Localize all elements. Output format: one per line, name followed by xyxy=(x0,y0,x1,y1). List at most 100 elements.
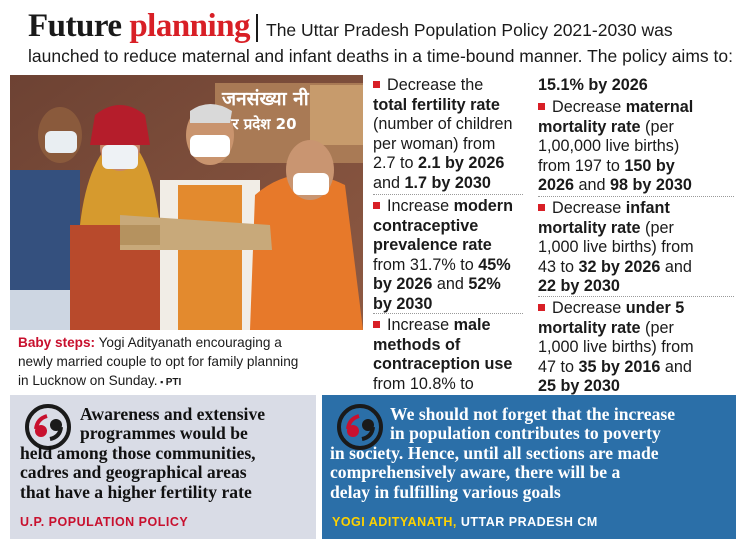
photo-credit: PTI xyxy=(165,377,182,388)
aim-highlight: 2.1 by 2026 xyxy=(418,154,505,172)
aim-text: Decrease the xyxy=(387,76,484,94)
square-bullet-icon xyxy=(538,103,545,110)
aim-highlight: 150 by xyxy=(624,156,675,175)
aim-text: 1,00,000 live births) xyxy=(538,137,680,155)
aim-infant: Decrease infant mortality rate (per 1,00… xyxy=(538,199,694,297)
aim-text: from 31.7% to xyxy=(373,255,479,274)
quote-line: delay in fulfilling various goals xyxy=(330,481,561,502)
quote-line: comprehensively aware, there will be a xyxy=(330,462,621,483)
caption-text-2: newly married couple to opt for family p… xyxy=(18,354,299,369)
aim-highlight: 15.1% by 2026 xyxy=(538,76,648,94)
square-bullet-icon xyxy=(373,321,380,328)
aim-fertility: Decrease the total fertility rate (numbe… xyxy=(373,76,512,193)
aims-column-2: 15.1% by 2026 Decrease maternal mortalit… xyxy=(538,76,734,395)
aim-text: from 197 to xyxy=(538,156,625,175)
page-title: Future planning xyxy=(28,8,251,45)
aim-highlight: contraception use xyxy=(373,355,513,373)
aim-highlight: maternal xyxy=(625,98,694,116)
quote-line: in society. Hence, until all sections ar… xyxy=(330,442,659,463)
quote-line: Awareness and extensive xyxy=(80,404,266,424)
aim-text: Increase xyxy=(387,197,454,215)
aim-highlight: methods of xyxy=(373,335,461,354)
square-bullet-icon xyxy=(373,81,380,88)
aim-text: Decrease xyxy=(552,299,626,317)
quote-source: YOGI ADITYANATH, UTTAR PRADESH CM xyxy=(332,515,598,529)
quote-line: held among those communities, xyxy=(20,442,256,463)
aim-highlight: 1.7 by 2030 xyxy=(404,173,491,192)
quote-line: We should not forget that the increase xyxy=(390,404,676,424)
intro-line-2: launched to reduce maternal and infant d… xyxy=(28,46,733,66)
aim-text: and xyxy=(373,173,405,192)
aim-highlight: under 5 xyxy=(625,299,685,317)
aim-text: 2.7 to xyxy=(373,154,418,172)
quote-mark-icon xyxy=(25,404,71,450)
quote-line: that have a higher fertility rate xyxy=(20,481,252,502)
photo-caption: Baby steps: Yogi Adityanath encouraging … xyxy=(18,333,358,392)
quote-text: Awareness and extensive programmes would… xyxy=(20,404,266,502)
aim-male-contraception: Increase male methods of contraception u… xyxy=(373,316,512,394)
title-divider xyxy=(256,14,258,42)
aim-highlight: total fertility rate xyxy=(373,95,500,114)
aim-highlight: male xyxy=(453,316,491,334)
aim-highlight: by 2030 xyxy=(373,294,433,313)
aim-text: 1,000 live births) from xyxy=(538,238,694,256)
aim-highlight: 52% xyxy=(468,275,501,293)
banner-text-2: त्तर प्रदेश 20 xyxy=(221,115,297,133)
intro-line-1: The Uttar Pradesh Population Policy 2021… xyxy=(266,20,673,40)
aim-highlight: modern xyxy=(453,197,513,215)
caption-text-3: in Lucknow on Sunday. xyxy=(18,373,158,388)
square-bullet-icon xyxy=(538,304,545,311)
quote-policy: Awareness and extensive programmes would… xyxy=(10,395,316,539)
aim-text: and xyxy=(432,275,469,293)
square-bullet-icon xyxy=(373,202,380,209)
aim-text: per woman) from xyxy=(373,134,496,153)
aim-text: and xyxy=(660,357,692,376)
aim-highlight: 25 by 2030 xyxy=(538,377,620,395)
square-bullet-icon xyxy=(538,204,545,211)
title-word-planning: planning xyxy=(129,8,251,44)
aim-text: (per xyxy=(640,318,674,337)
caption-text-1: Yogi Adityanath encouraging a xyxy=(95,335,282,350)
aim-highlight: 35 by 2016 xyxy=(578,357,661,376)
aim-highlight: 22 by 2030 xyxy=(538,277,620,295)
aim-text: Increase xyxy=(387,316,454,334)
divider xyxy=(538,296,734,297)
divider xyxy=(538,196,734,197)
aim-male-contraception-continued: 15.1% by 2026 xyxy=(538,76,648,96)
banner-text-1: जनसंख्या नी xyxy=(221,87,310,110)
quote-line: in population contributes to poverty xyxy=(390,423,661,444)
aim-highlight: 32 by 2026 xyxy=(578,257,661,276)
aim-under5: Decrease under 5 mortality rate (per 1,0… xyxy=(538,299,694,397)
aim-text: and xyxy=(574,176,611,194)
divider xyxy=(373,194,523,195)
source-name: YOGI ADITYANATH, xyxy=(332,515,457,529)
aim-text: Decrease xyxy=(552,199,626,217)
aim-highlight: mortality rate xyxy=(538,218,641,237)
quote-yogi: We should not forget that the increase i… xyxy=(322,395,736,539)
title-word-future: Future xyxy=(28,8,122,44)
aim-text: 1,000 live births) from xyxy=(538,338,694,356)
aim-text: (per xyxy=(640,218,674,237)
aim-text: 43 to xyxy=(538,257,579,276)
quote-line: cadres and geographical areas xyxy=(20,462,247,483)
quote-source: U.P. POPULATION POLICY xyxy=(20,515,189,529)
aim-highlight: contraceptive xyxy=(373,216,479,235)
aim-highlight: 2026 xyxy=(538,176,575,194)
caption-separator: ▪ xyxy=(157,377,166,387)
divider xyxy=(373,313,523,314)
aim-text: 47 to xyxy=(538,357,579,376)
aim-highlight: by 2026 xyxy=(373,275,433,293)
quote-text: We should not forget that the increase i… xyxy=(330,404,676,502)
aim-highlight: infant xyxy=(625,199,670,217)
aim-highlight: prevalence rate xyxy=(373,236,492,254)
source-role: UTTAR PRADESH CM xyxy=(456,515,598,529)
aim-maternal: Decrease maternal mortality rate (per 1,… xyxy=(538,98,693,196)
quote-mark-icon xyxy=(337,404,383,450)
aim-text: (per xyxy=(640,117,674,136)
aim-text: and xyxy=(660,257,692,276)
aim-text: (number of children xyxy=(373,115,513,133)
header: Future planning The Uttar Pradesh Popula… xyxy=(10,6,733,76)
aim-text: Decrease xyxy=(552,98,626,116)
aim-highlight: mortality rate xyxy=(538,117,641,136)
caption-lead: Baby steps: xyxy=(18,335,96,350)
